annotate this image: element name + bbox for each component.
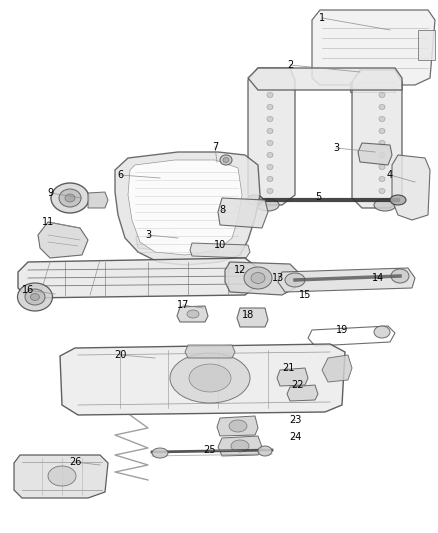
Polygon shape [277,368,308,386]
Polygon shape [38,222,88,258]
Ellipse shape [285,273,305,287]
Polygon shape [322,355,352,382]
Text: 13: 13 [272,273,284,283]
Ellipse shape [267,93,273,98]
Ellipse shape [247,195,263,205]
Polygon shape [60,344,345,415]
Polygon shape [190,243,250,258]
Ellipse shape [267,189,273,193]
Ellipse shape [229,420,247,432]
Text: 22: 22 [292,380,304,390]
Polygon shape [350,82,395,92]
Ellipse shape [379,141,385,146]
Text: 4: 4 [387,170,393,180]
Text: 23: 23 [289,415,301,425]
Ellipse shape [267,141,273,146]
Text: 20: 20 [114,350,126,360]
Ellipse shape [258,446,272,456]
Ellipse shape [267,176,273,182]
Ellipse shape [152,448,168,458]
Text: 9: 9 [47,188,53,198]
Polygon shape [128,160,242,255]
Text: 17: 17 [177,300,189,310]
Ellipse shape [374,199,396,211]
Ellipse shape [51,183,89,213]
Ellipse shape [391,269,409,283]
Ellipse shape [379,117,385,122]
Polygon shape [185,345,235,358]
Polygon shape [88,192,108,208]
Polygon shape [248,68,402,90]
Polygon shape [217,416,258,436]
Polygon shape [218,198,268,228]
Polygon shape [14,455,108,498]
Text: 25: 25 [204,445,216,455]
Text: 7: 7 [212,142,218,152]
Text: 15: 15 [299,290,311,300]
Polygon shape [312,10,435,85]
Text: 8: 8 [219,205,225,215]
Ellipse shape [220,155,232,165]
Text: 12: 12 [234,265,246,275]
Text: 1: 1 [319,13,325,23]
Ellipse shape [379,104,385,109]
Polygon shape [278,268,415,292]
Text: 14: 14 [372,273,384,283]
Polygon shape [18,258,258,298]
Polygon shape [136,228,178,252]
Ellipse shape [390,195,406,205]
Polygon shape [248,68,295,205]
Polygon shape [418,30,435,60]
Ellipse shape [379,93,385,98]
Ellipse shape [374,326,390,338]
Ellipse shape [18,283,53,311]
Text: 10: 10 [214,240,226,250]
Polygon shape [352,70,402,208]
Ellipse shape [379,128,385,133]
Ellipse shape [31,294,39,301]
Ellipse shape [187,310,199,318]
Text: 24: 24 [289,432,301,442]
Polygon shape [392,155,430,220]
Text: 11: 11 [42,217,54,227]
Ellipse shape [48,466,76,486]
Ellipse shape [231,440,249,452]
Ellipse shape [244,267,272,289]
Polygon shape [115,152,260,265]
Ellipse shape [267,117,273,122]
Ellipse shape [267,165,273,169]
Ellipse shape [379,189,385,193]
Ellipse shape [257,199,279,211]
Ellipse shape [267,152,273,157]
Polygon shape [225,262,298,295]
Polygon shape [177,306,208,322]
Ellipse shape [267,104,273,109]
Polygon shape [218,436,262,456]
Text: 18: 18 [242,310,254,320]
Text: 16: 16 [22,285,34,295]
Text: 21: 21 [282,363,294,373]
Text: 2: 2 [287,60,293,70]
Text: 19: 19 [336,325,348,335]
Ellipse shape [267,128,273,133]
Polygon shape [358,143,392,165]
Ellipse shape [59,189,81,207]
Text: 26: 26 [69,457,81,467]
Text: 3: 3 [145,230,151,240]
Ellipse shape [65,194,75,202]
Ellipse shape [251,272,265,284]
Polygon shape [237,308,268,327]
Ellipse shape [189,364,231,392]
Text: 5: 5 [315,192,321,202]
Ellipse shape [25,289,45,305]
Polygon shape [287,385,318,401]
Text: 3: 3 [333,143,339,153]
Ellipse shape [379,152,385,157]
Ellipse shape [170,353,250,403]
Ellipse shape [379,165,385,169]
Text: 6: 6 [117,170,123,180]
Ellipse shape [379,176,385,182]
Ellipse shape [223,157,229,163]
